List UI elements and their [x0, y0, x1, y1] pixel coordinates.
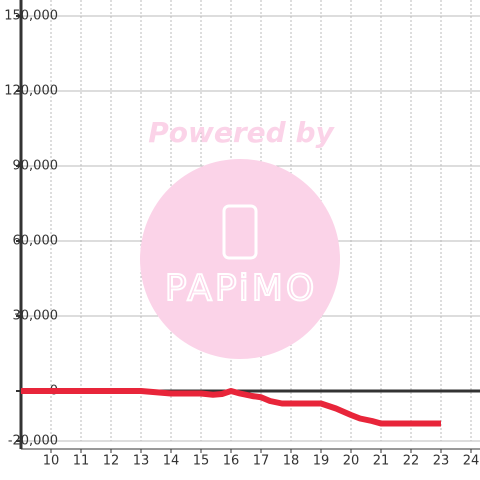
- y-tick-label: 90,000: [13, 159, 59, 174]
- y-tick-label: 120,000: [4, 84, 58, 99]
- x-tick-label: 12: [103, 454, 120, 469]
- watermark-caption: Powered by: [148, 116, 335, 149]
- y-tick-label: 60,000: [13, 234, 59, 249]
- x-tick-label: 15: [193, 454, 210, 469]
- x-tick-label: 19: [313, 454, 330, 469]
- x-tick-label: 24: [463, 454, 480, 469]
- x-tick-label: 11: [73, 454, 90, 469]
- x-tick-label: 10: [43, 454, 60, 469]
- y-tick-label: -20,000: [8, 434, 58, 449]
- x-tick-label: 18: [283, 454, 300, 469]
- x-tick-label: 13: [133, 454, 150, 469]
- watermark-logo: PAPiMO: [165, 268, 317, 309]
- x-tick-label: 17: [253, 454, 270, 469]
- x-tick-label: 16: [223, 454, 240, 469]
- x-tick-label: 20: [343, 454, 360, 469]
- x-tick-label: 22: [403, 454, 420, 469]
- watermark-phone: [222, 204, 258, 260]
- line-series: [21, 388, 441, 427]
- watermark: Powered by PAPiMO: [140, 116, 340, 359]
- x-tick-label: 21: [373, 454, 390, 469]
- x-tick-label: 14: [163, 454, 180, 469]
- x-tick-label: 23: [433, 454, 450, 469]
- y-tick-label: 30,000: [13, 309, 59, 324]
- y-tick-label: 150,000: [4, 9, 58, 24]
